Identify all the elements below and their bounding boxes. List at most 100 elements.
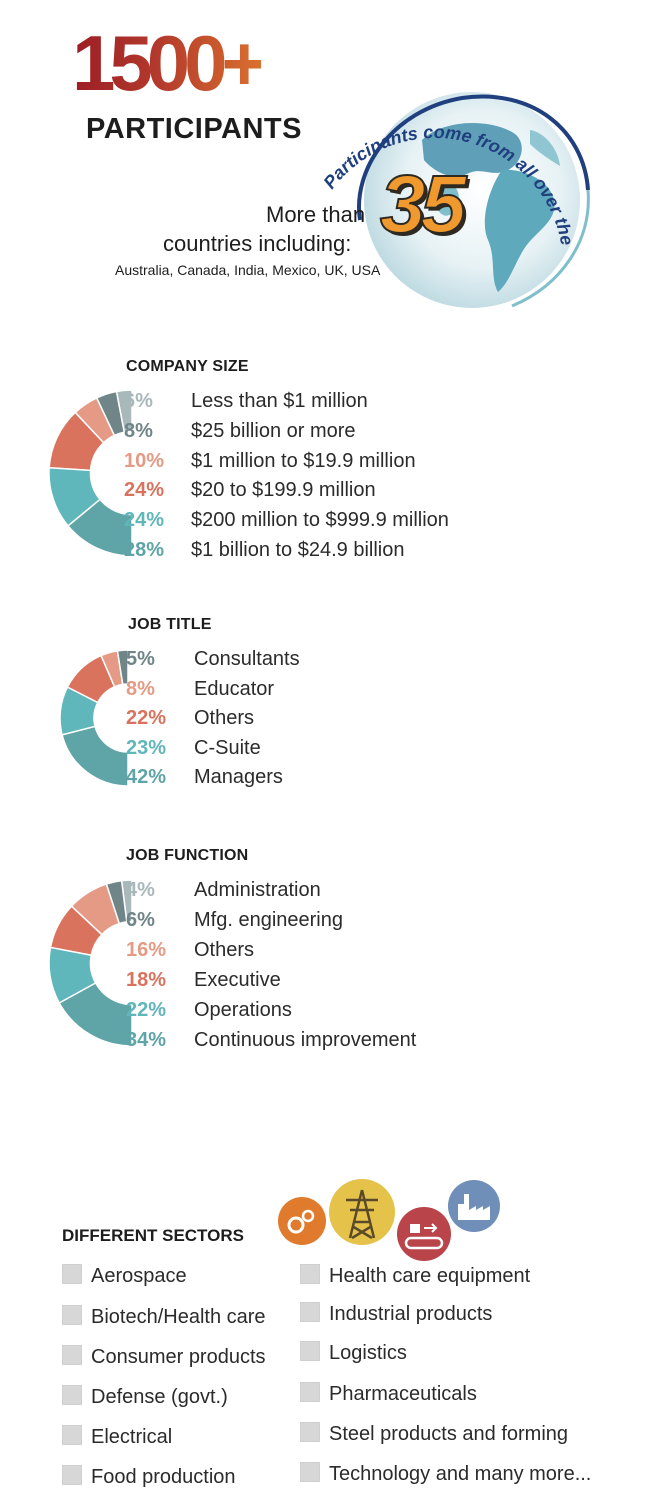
sector-label: Logistics [329,1342,407,1364]
legend-label: Mfg. engineering [194,909,343,931]
checkbox-icon [62,1385,82,1405]
sector-label: Aerospace [91,1265,187,1287]
sector-item: Biotech/Health care [62,1305,266,1329]
participants-count: 1500+ [72,19,267,107]
legend-percent: 10% [124,449,165,472]
legend-row: 23% C-Suite [126,734,586,762]
legend-row: 22% Operations [126,996,586,1024]
legend-row: 10% $1 million to $19.9 million [124,447,584,475]
sector-label: Food production [91,1466,236,1488]
gears-icon [278,1197,326,1245]
legend-label: C-Suite [194,736,261,759]
legend-percent: 6% [126,909,155,931]
legend-label: Operations [194,999,292,1021]
legend-row: 16% Others [126,936,586,964]
checkbox-icon [62,1345,82,1365]
sector-label: Consumer products [91,1346,266,1368]
job-function-title: JOB FUNCTION [126,847,249,864]
job-title-donut [59,649,128,787]
legend-row: 8% Educator [126,675,586,703]
legend-label: $25 billion or more [191,419,356,442]
legend-percent: 23% [126,736,167,759]
legend-label: $1 billion to $24.9 billion [191,539,405,561]
legend-percent: 34% [126,1029,167,1051]
sector-item: Electrical [62,1425,172,1449]
checkbox-icon [62,1264,82,1284]
checkbox-icon [300,1462,320,1482]
legend-percent: 8% [126,677,155,700]
checkbox-icon [300,1302,320,1322]
legend-label: Others [194,707,255,730]
legend-percent: 8% [124,419,153,442]
legend-row: 6% Less than $1 million [124,387,584,415]
sector-item: Aerospace [62,1264,187,1288]
country-list: Australia, Canada, India, Mexico, UK, US… [115,262,381,278]
sector-item: Industrial products [300,1302,492,1326]
sector-label: Industrial products [329,1303,493,1325]
checkbox-icon [300,1382,320,1402]
legend-label: Others [194,939,255,961]
sectors-title: DIFFERENT SECTORS [62,1226,244,1245]
legend-row: 24% $200 million to $999.9 million [124,506,584,534]
globe-graphic: Participants come from all over the glob… [306,54,602,320]
legend-percent: 42% [126,766,167,789]
legend-percent: 16% [126,939,167,961]
factory-icon [448,1180,500,1232]
power-tower-icon [329,1179,395,1245]
legend-label: Managers [194,766,283,789]
legend-percent: 4% [126,879,155,901]
legend-percent: 6% [124,390,153,412]
more-than-text: More than [266,202,366,227]
checkbox-icon [300,1422,320,1442]
legend-row: 22% Others [126,704,586,732]
sector-label: Pharmaceuticals [329,1383,477,1405]
legend-label: Educator [194,677,275,700]
sector-item: Food production [62,1465,236,1489]
legend-label: $1 million to $19.9 million [191,449,416,472]
company-size-title: COMPANY SIZE [126,358,249,375]
sector-label: Defense (govt.) [91,1386,228,1408]
sector-item: Consumer products [62,1345,266,1369]
legend-row: 8% $25 billion or more [124,417,584,445]
legend-percent: 22% [126,707,167,730]
sector-label: Steel products and forming [329,1423,569,1445]
sector-item: Technology and many more... [300,1462,591,1486]
conveyor-icon [397,1207,451,1261]
countries-number: 35 [379,159,467,250]
participants-label: PARTICIPANTS [86,113,302,145]
company-size-donut [48,389,132,557]
checkbox-icon [300,1341,320,1361]
sector-item: Pharmaceuticals [300,1382,477,1406]
countries-including-text: countries including: [163,231,352,256]
sector-icons [276,1176,506,1266]
sector-label: Health care equipment [329,1265,531,1287]
legend-row: 6% Mfg. engineering [126,906,586,934]
legend-label: Continuous improvement [194,1029,417,1051]
legend-row: 5% Consultants [126,645,586,673]
legend-label: $20 to $199.9 million [191,479,376,502]
legend-row: 18% Executive [126,966,586,994]
checkbox-icon [62,1305,82,1325]
globe-icon: Participants come from all over the glob… [306,54,590,308]
sector-item: Defense (govt.) [62,1385,228,1409]
donut-slice [66,498,132,557]
checkbox-icon [62,1465,82,1485]
legend-row: 24% $20 to $199.9 million [124,476,584,504]
legend-percent: 5% [126,648,155,670]
job-title-title: JOB TITLE [128,616,212,633]
checkbox-icon [62,1425,82,1445]
sector-label: Technology and many more... [329,1463,592,1485]
sector-item: Steel products and forming [300,1422,568,1446]
legend-label: Administration [194,879,321,901]
legend-percent: 22% [126,999,167,1021]
legend-row: 4% Administration [126,876,586,904]
sector-label: Biotech/Health care [91,1306,266,1328]
legend-label: Consultants [194,648,300,670]
sector-label: Electrical [91,1426,173,1448]
donut-slice [58,981,132,1047]
checkbox-icon [300,1264,320,1284]
legend-percent: 24% [124,509,165,532]
legend-row: 42% Managers [126,763,586,791]
legend-row: 28% $1 billion to $24.9 billion [124,536,584,564]
legend-percent: 28% [124,539,165,561]
